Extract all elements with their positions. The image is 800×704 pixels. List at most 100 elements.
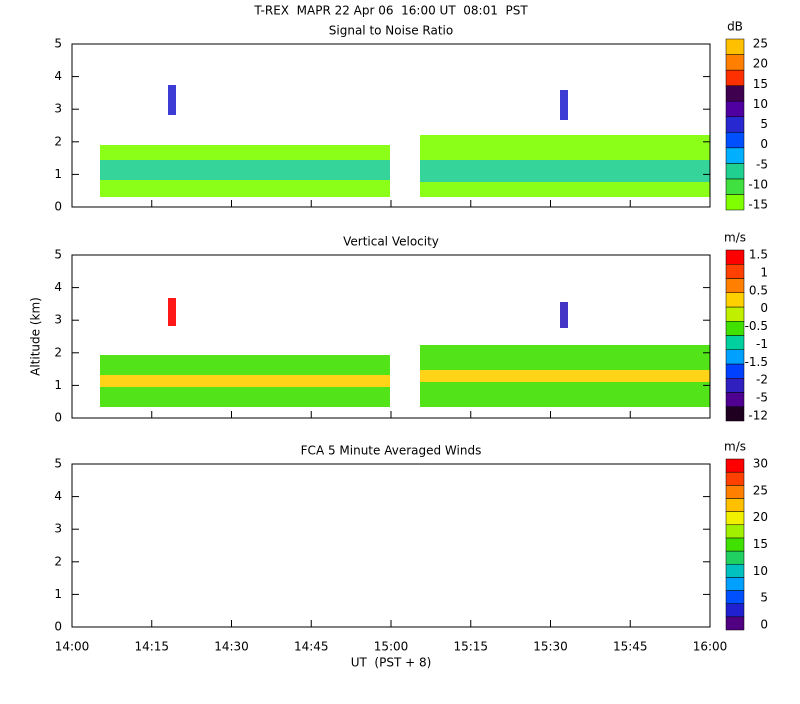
y-tick-label: 3 <box>54 522 62 536</box>
colorbar-swatch <box>725 349 745 365</box>
colorbar-label: 10 <box>753 564 768 578</box>
y-tick-label: 0 <box>54 411 62 425</box>
colorbar-swatch <box>725 194 745 211</box>
x-tick-label: 15:30 <box>533 640 568 654</box>
x-tick-label: 14:15 <box>134 640 169 654</box>
colorbar-swatch <box>725 163 745 180</box>
x-tick-label: 15:15 <box>453 640 488 654</box>
colorbar-swatch <box>725 249 745 265</box>
colorbar-label: 20 <box>753 510 768 524</box>
x-tick-label: 14:00 <box>55 640 90 654</box>
y-tick-label: 2 <box>54 554 62 568</box>
colorbar-label: 10 <box>753 97 768 111</box>
colorbar-label: 1 <box>760 265 768 279</box>
x-tick-label: 15:00 <box>374 640 409 654</box>
colorbar-swatch <box>725 458 745 473</box>
y-tick-label: 5 <box>54 248 62 262</box>
colorbar-label: -10 <box>748 177 768 191</box>
colorbar-swatch <box>725 577 745 591</box>
y-tick-label: 2 <box>54 134 62 148</box>
colorbar-swatch <box>725 524 745 539</box>
echo <box>100 160 390 180</box>
y-tick-label: 3 <box>54 313 62 327</box>
y-tick-label: 1 <box>54 587 62 601</box>
colorbar-swatch <box>725 178 745 195</box>
echo <box>168 85 176 115</box>
panel-title: Vertical Velocity <box>343 235 439 249</box>
colorbar-swatch <box>725 292 745 308</box>
echo <box>168 298 176 326</box>
colorbar-unit: m/s <box>724 231 746 245</box>
colorbar-unit: dB <box>727 20 743 34</box>
colorbar-label: -1 <box>756 337 768 351</box>
colorbar-swatch <box>725 378 745 393</box>
y-tick-label: 4 <box>54 69 62 83</box>
colorbar-label: -5 <box>756 157 768 171</box>
colorbar-swatch <box>725 38 745 55</box>
panel-title: Signal to Noise Ratio <box>329 24 453 38</box>
colorbar-swatch <box>725 69 745 86</box>
colorbar-label: 20 <box>753 57 768 71</box>
y-tick-label: 0 <box>54 620 62 634</box>
colorbar-label: 25 <box>753 37 768 51</box>
colorbar-label: 25 <box>753 483 768 497</box>
colorbar-swatch <box>725 471 745 486</box>
colorbar-swatch <box>725 363 745 379</box>
colorbar-swatch <box>725 100 745 117</box>
colorbar-label: -2 <box>756 373 768 387</box>
colorbar-label: -5 <box>756 391 768 405</box>
echo <box>420 370 710 382</box>
colorbar-swatch <box>725 306 745 322</box>
y-tick-label: 1 <box>54 378 62 392</box>
y-tick-label: 2 <box>54 345 62 359</box>
x-tick-label: 16:00 <box>693 640 728 654</box>
y-tick-label: 5 <box>54 37 62 51</box>
colorbar-swatch <box>725 147 745 164</box>
colorbar-swatch <box>725 498 745 512</box>
colorbar-swatch <box>725 537 745 552</box>
panel-title: FCA 5 Minute Averaged Winds <box>301 444 482 458</box>
colorbar-swatch <box>725 116 745 133</box>
colorbar-swatch <box>725 511 745 526</box>
colorbar-swatch <box>725 278 745 293</box>
y-tick-label: 1 <box>54 167 62 181</box>
colorbar-swatch <box>725 392 745 407</box>
colorbar-label: 1.5 <box>749 248 768 262</box>
colorbar-swatch <box>725 85 745 102</box>
y-tick-label: 5 <box>54 457 62 471</box>
colorbar-label: 30 <box>753 457 768 471</box>
colorbar-label: 15 <box>753 77 768 91</box>
colorbar-label: 5 <box>760 117 768 131</box>
echo <box>560 302 568 328</box>
colorbar-swatch <box>725 616 745 631</box>
colorbar-swatch <box>725 264 745 279</box>
colorbar-label: -0.5 <box>745 319 768 333</box>
colorbar-label: -15 <box>748 198 768 212</box>
colorbar-label: 15 <box>753 537 768 551</box>
y-tick-label: 0 <box>54 200 62 214</box>
echo-layer <box>100 85 710 407</box>
colorbar-label: -12 <box>748 409 768 423</box>
colorbar-label: 0.5 <box>749 283 768 297</box>
colorbar-swatch <box>725 406 745 422</box>
x-tick-label: 14:30 <box>214 640 249 654</box>
colorbar-swatch <box>725 563 745 578</box>
colorbar-label: -1.5 <box>745 355 768 369</box>
y-tick-label: 4 <box>54 489 62 503</box>
x-tick-label: 15:45 <box>613 640 648 654</box>
colorbar-swatch <box>725 321 745 336</box>
colorbar-label: 0 <box>760 137 768 151</box>
echo <box>420 160 710 182</box>
plot-frame <box>71 463 711 628</box>
colorbar-label: 5 <box>760 591 768 605</box>
echo <box>100 375 390 387</box>
colorbar-swatch <box>725 54 745 71</box>
y-tick-label: 4 <box>54 280 62 294</box>
colorbar-swatch <box>725 590 745 604</box>
colorbar-label: 0 <box>760 301 768 315</box>
colorbar-swatch <box>725 485 745 499</box>
page-title: T-REX MAPR 22 Apr 06 16:00 UT 08:01 PST <box>253 4 528 18</box>
y-tick-label: 3 <box>54 102 62 116</box>
colorbar-label: 0 <box>760 618 768 632</box>
